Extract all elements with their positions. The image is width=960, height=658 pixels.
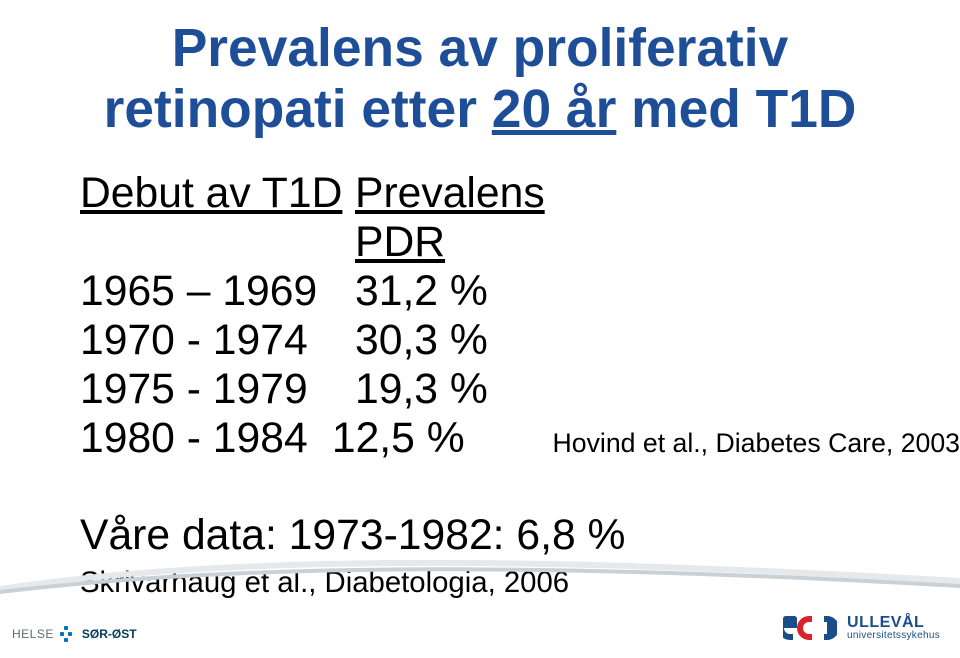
title-line2-pre: retinopati etter [104,80,492,139]
prevalence-table: Debut av T1D Prevalens PDR 1965 – 1969 3… [80,169,960,463]
sorost-label: SØR-ØST [82,627,137,641]
title-line2: retinopati etter 20 år med T1D [0,79,960,140]
cell-value: 31,2 % [355,267,585,316]
slide-title: Prevalens av proliferativ retinopati ett… [0,0,960,141]
cell-value: 30,3 % [355,316,585,365]
citation-hovind: Hovind et al., Diabetes Care, 2003 [553,428,960,459]
cell-period: 1980 - 1984 [80,414,332,463]
cell-period: 1965 – 1969 [80,267,355,316]
header-col2: Prevalens PDR [355,169,585,267]
title-line2-post: med T1D [616,80,856,139]
table-row: 1965 – 1969 31,2 % [80,267,960,316]
ulleval-top: ULLEVÅL [847,615,940,631]
cell-period: 1975 - 1979 [80,365,355,414]
footer-right-logo: ULLEVÅL universitetssykehus [783,610,940,646]
title-underlined: 20 år [492,80,617,139]
table-row: 1970 - 1974 30,3 % [80,316,960,365]
cell-period: 1970 - 1974 [80,316,355,365]
table-row: 1975 - 1979 19,3 % [80,365,960,414]
decorative-swoosh [0,550,960,596]
table-row: 1980 - 1984 12,5 % Hovind et al., Diabet… [80,414,960,463]
header-col1: Debut av T1D [80,169,355,218]
cell-value: 19,3 % [355,365,585,414]
ulleval-text: ULLEVÅL universitetssykehus [847,615,940,641]
ulleval-logo-icon [783,610,837,646]
helse-label: HELSE [12,627,54,641]
table-header-row: Debut av T1D Prevalens PDR [80,169,960,267]
cell-value: 12,5 % [332,414,543,463]
footer-left-logo: HELSE SØR-ØST [12,626,137,642]
helse-dots-icon [60,626,76,642]
ulleval-bot: universitetssykehus [847,631,940,641]
title-line1: Prevalens av proliferativ [0,18,960,79]
